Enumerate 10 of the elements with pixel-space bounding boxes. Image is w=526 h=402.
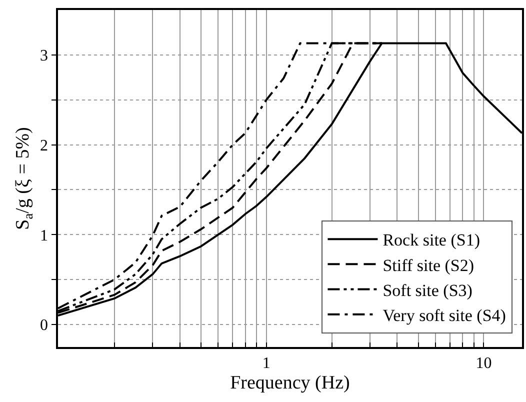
y-tick-label: 1 xyxy=(40,227,48,244)
y-tick-label: 0 xyxy=(40,317,48,334)
legend-label: Rock site (S1) xyxy=(382,230,480,250)
x-tick-label: 10 xyxy=(476,354,492,372)
legend-label: Very soft site (S4) xyxy=(382,306,506,325)
legend-label: Soft site (S3) xyxy=(382,280,472,300)
y-tick-label: 3 xyxy=(40,48,48,65)
x-axis-title: Frequency (Hz) xyxy=(230,372,350,394)
y-tick-label: 2 xyxy=(40,137,48,154)
legend-label: Stiff site (S2) xyxy=(382,256,474,275)
